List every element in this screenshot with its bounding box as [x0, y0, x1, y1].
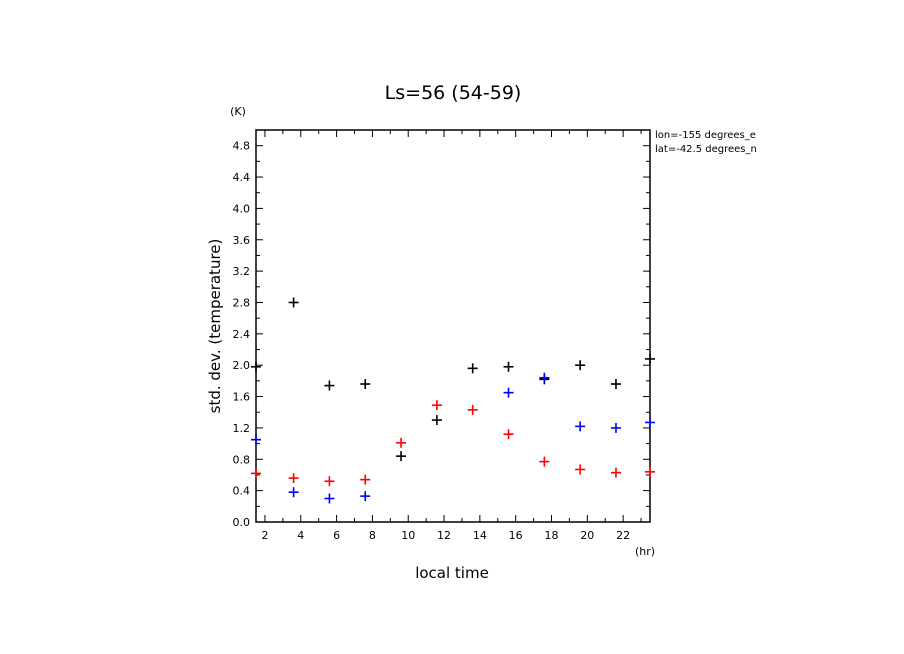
series-1	[251, 400, 655, 487]
data-points	[251, 297, 655, 504]
data-point	[431, 415, 442, 426]
y-tick-label: 0.8	[233, 453, 251, 466]
data-point	[251, 361, 261, 372]
y-axis-label: std. dev. (temperature)	[206, 239, 224, 414]
x-tick-label: 2	[261, 529, 268, 542]
data-point	[251, 468, 261, 479]
series-2	[251, 372, 655, 504]
data-point	[324, 493, 335, 504]
data-point	[575, 360, 586, 371]
data-point	[539, 372, 550, 383]
x-tick-label: 12	[437, 529, 451, 542]
data-point	[610, 467, 621, 478]
data-point	[288, 473, 299, 484]
data-point	[360, 474, 371, 485]
y-tick-label: 1.6	[233, 391, 251, 404]
tick-labels: 0.0 0.4 0.8 1.2 1.6 2.0 2.4 2.8 3.2 3.6 4.0 4.4 4.8 2…	[233, 140, 631, 542]
data-point	[288, 297, 299, 308]
data-point	[431, 400, 442, 411]
y-tick-label: 2.4	[233, 328, 251, 341]
data-point	[610, 422, 621, 433]
x-tick-label: 14	[473, 529, 487, 542]
data-point	[396, 437, 407, 448]
y-tick-label: 2.8	[233, 296, 251, 309]
y-tick-label: 4.0	[233, 202, 251, 215]
x-tick-label: 22	[616, 529, 630, 542]
data-point	[360, 379, 371, 390]
y-unit-label: (K)	[230, 105, 246, 118]
annotation-lon: lon=-155 degrees_e	[655, 130, 756, 141]
plot-frame	[255, 129, 651, 523]
data-point	[396, 451, 407, 462]
data-point	[575, 421, 586, 432]
x-axis-label: local time	[415, 564, 489, 582]
x-tick-label: 18	[545, 529, 559, 542]
data-point	[610, 379, 621, 390]
data-point	[645, 353, 655, 364]
chart-title: Ls=56 (54-59)	[385, 82, 522, 104]
x-unit-label: (hr)	[635, 545, 655, 558]
x-tick-label: 6	[333, 529, 340, 542]
data-point	[575, 464, 586, 475]
y-tick-label: 4.4	[233, 171, 251, 184]
data-point	[324, 380, 335, 391]
data-point	[467, 363, 478, 374]
ticks	[256, 129, 650, 523]
annotation-lat: lat=-42.5 degrees_n	[655, 144, 757, 155]
x-tick-label: 16	[509, 529, 523, 542]
data-point	[467, 404, 478, 415]
y-tick-label: 2.0	[233, 359, 251, 372]
y-tick-label: 4.8	[233, 140, 251, 153]
data-point	[324, 476, 335, 487]
x-tick-label: 20	[580, 529, 594, 542]
series-0	[251, 297, 655, 462]
data-point	[503, 429, 514, 440]
data-point	[645, 466, 655, 477]
y-tick-label: 0.0	[233, 516, 251, 529]
data-point	[503, 387, 514, 398]
x-tick-label: 10	[401, 529, 415, 542]
data-point	[288, 487, 299, 498]
data-point	[503, 361, 514, 372]
data-point	[645, 417, 655, 428]
data-point	[539, 456, 550, 467]
data-point	[360, 491, 371, 502]
y-tick-label: 3.2	[233, 265, 251, 278]
y-tick-label: 1.2	[233, 422, 251, 435]
x-tick-label: 8	[369, 529, 376, 542]
data-point	[251, 434, 261, 445]
y-tick-label: 3.6	[233, 234, 251, 247]
x-tick-label: 4	[297, 529, 304, 542]
y-tick-label: 0.4	[233, 485, 251, 498]
